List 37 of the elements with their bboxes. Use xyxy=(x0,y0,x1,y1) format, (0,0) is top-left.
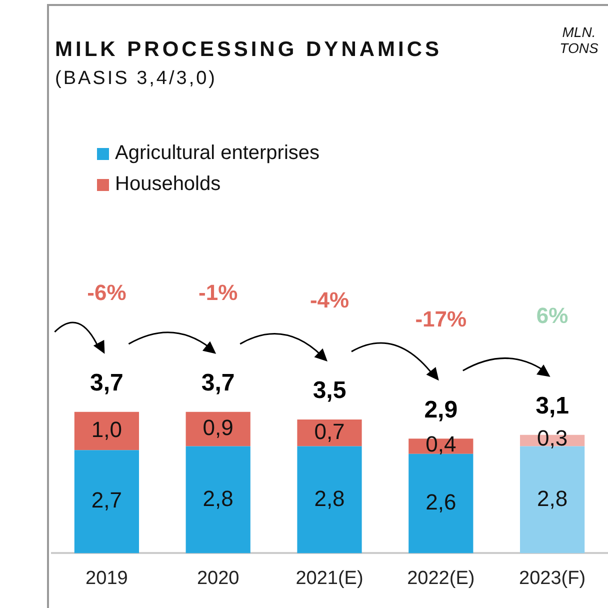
data-label: 0,7 xyxy=(314,418,345,444)
total-label: 2,9 xyxy=(424,396,458,424)
x-tick-label: 2022(E) xyxy=(407,568,475,589)
bar xyxy=(408,454,474,554)
text: 6% xyxy=(536,302,568,328)
data-label: 1,0 xyxy=(91,417,122,442)
bar xyxy=(74,412,140,450)
data-label: 2,6 xyxy=(426,490,456,515)
total-label: 3,1 xyxy=(536,392,569,420)
bar xyxy=(297,420,362,446)
total-label: 3,7 xyxy=(90,370,124,397)
data-label: 0,3 xyxy=(537,426,568,451)
legend-label: Households xyxy=(114,173,222,196)
bar xyxy=(74,450,140,554)
text: MLN. TONS xyxy=(558,24,600,56)
legend-label: Agricultural enterprises xyxy=(114,142,320,165)
bar xyxy=(186,446,250,554)
text: -4% xyxy=(310,288,350,313)
total-label: 3,5 xyxy=(312,377,346,404)
total-label: 3,7 xyxy=(201,370,235,397)
x-tick-label: 2023(F) xyxy=(519,568,586,589)
text: -6% xyxy=(87,280,126,305)
data-label: 2,7 xyxy=(91,488,122,513)
x-tick-label: 2019 xyxy=(86,568,128,589)
data-label: 2,8 xyxy=(537,486,568,511)
data-label: 0,9 xyxy=(202,415,234,440)
x-tick-label: 2020 xyxy=(196,568,240,589)
bar xyxy=(297,446,362,554)
data-label: 2,8 xyxy=(314,486,345,511)
x-tick-label: 2021(E) xyxy=(296,568,364,589)
chart-title: MILK PROCESSING DYNAMICS xyxy=(55,38,442,62)
data-label: 0,4 xyxy=(426,431,456,456)
bar xyxy=(186,412,250,446)
text: -1% xyxy=(198,280,238,305)
text: -17% xyxy=(415,306,467,332)
data-label: 2,8 xyxy=(202,486,234,511)
chart-subtitle: (BASIS 3,4/3,0) xyxy=(55,68,218,90)
